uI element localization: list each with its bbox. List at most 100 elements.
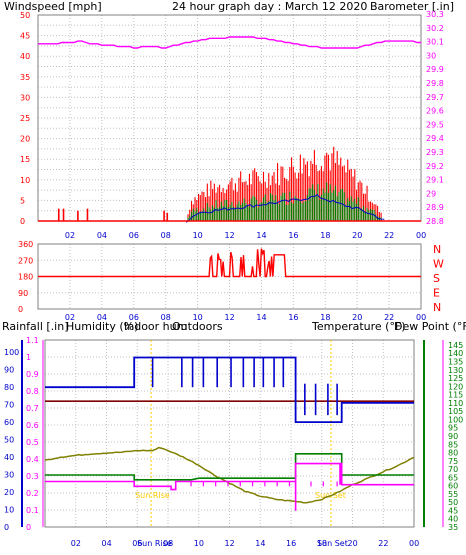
baro-tick-label: 29.4 <box>426 134 444 143</box>
temp-tick-label: 95 <box>448 424 458 433</box>
x-tick-label: 04 <box>97 231 107 240</box>
rain-tick-label: 0.9 <box>26 370 39 379</box>
plot-frame <box>44 339 415 528</box>
temp-tick-label: 85 <box>448 440 458 449</box>
avg-wind-line <box>186 194 385 223</box>
sun-label: Sun Rise <box>135 491 170 500</box>
temp-tick-label: 105 <box>448 407 463 416</box>
wind-tick-label: 15 <box>20 155 30 164</box>
x-tick-label: 20 <box>348 539 358 548</box>
x-tick-label: 04 <box>102 539 112 548</box>
rain-tick-label: 0.4 <box>26 455 39 464</box>
graph-title: 24 hour graph day : March 12 2020 <box>172 0 367 13</box>
x-tick-label: 14 <box>256 231 266 240</box>
temp-tick-label: 145 <box>448 341 463 350</box>
humidity-tick-label: 50 <box>4 436 14 445</box>
x-tick-label: 20 <box>352 313 362 322</box>
x-tick-label: 06 <box>132 539 142 548</box>
humidity-tick-label: 80 <box>4 383 14 392</box>
temp-tick-label: 130 <box>448 366 463 375</box>
wind-tick-label: 30 <box>20 93 30 102</box>
x-tick-label: 00 <box>416 313 426 322</box>
rain-tick-label: 0.1 <box>26 506 39 515</box>
compass-label: E <box>433 287 440 300</box>
wind-tick-label: 20 <box>20 135 30 144</box>
temp-tick-label: 55 <box>448 490 458 499</box>
barometer-title: Barometer [.in] <box>370 0 454 13</box>
compass-label: W <box>433 258 444 271</box>
humidity-tick-label: 10 <box>4 506 14 515</box>
x-tick-label: 16 <box>288 231 298 240</box>
x-tick-label: 14 <box>255 539 265 548</box>
x-tick-label: 08 <box>163 539 173 548</box>
temp-tick-label: 140 <box>448 349 463 358</box>
x-tick-label: 12 <box>225 539 235 548</box>
rain-tick-label: 1.1 <box>26 336 39 345</box>
dir-tick-label: 270 <box>18 256 33 265</box>
baro-tick-label: 28.9 <box>426 203 444 212</box>
temp-tick-label: 70 <box>448 465 458 474</box>
baro-tick-label: 29.3 <box>426 148 444 157</box>
baro-tick-label: 30 <box>426 51 436 60</box>
x-tick-label: 14 <box>256 313 266 322</box>
climate-panel: 0 0.1 0.2 0.3 0.4 0.5 0.6 0.7 0.8 0.9 1 1.1 0 10 20 30 4… <box>4 336 463 548</box>
temp-tick-label: 125 <box>448 374 463 383</box>
rain-tick-label: 0.3 <box>26 472 39 481</box>
baro-tick-label: 30.2 <box>426 24 444 33</box>
wind-tick-label: 50 <box>20 11 30 20</box>
baro-tick-label: 29.8 <box>426 79 444 88</box>
rain-tick-label: 0.2 <box>26 489 39 498</box>
temp-tick-label: 115 <box>448 391 463 400</box>
baro-tick-label: 30.1 <box>426 38 444 47</box>
x-tick-label: 00 <box>409 539 419 548</box>
rain-tick-label: 0.8 <box>26 387 39 396</box>
dewpoint-line <box>45 462 414 491</box>
dewpoint-label: Dew Point (°F) <box>394 320 466 333</box>
temp-tick-label: 50 <box>448 498 458 507</box>
temp-tick-label: 90 <box>448 432 458 441</box>
x-tick-label: 02 <box>65 231 75 240</box>
x-tick-label: 16 <box>286 539 296 548</box>
humidity-tick-label: 100 <box>4 348 19 357</box>
baro-tick-label: 29.1 <box>426 176 444 185</box>
x-tick-label: 18 <box>320 313 330 322</box>
sun-axis-label: Sun Rise <box>137 539 172 548</box>
wind-tick-label: 10 <box>20 176 30 185</box>
baro-tick-label: 29.9 <box>426 65 444 74</box>
x-tick-label: 02 <box>65 313 75 322</box>
x-tick-label: 18 <box>320 231 330 240</box>
baro-tick-label: 29.2 <box>426 162 444 171</box>
wind-tick-label: 5 <box>20 196 25 205</box>
x-tick-label: 12 <box>225 313 235 322</box>
wind-tick-label: 35 <box>20 73 30 82</box>
x-tick-label: 04 <box>97 313 107 322</box>
temp-tick-label: 35 <box>448 523 458 532</box>
x-tick-label: 12 <box>225 231 235 240</box>
temp-tick-label: 100 <box>448 415 463 424</box>
rain-tick-label: 1 <box>26 353 31 362</box>
x-tick-label: 22 <box>378 539 388 548</box>
dir-tick-label: 0 <box>18 305 23 314</box>
humidity-tick-label: 0 <box>4 523 9 532</box>
temp-tick-label: 75 <box>448 457 458 466</box>
sun-axis-label: Sun Set <box>317 539 348 548</box>
humidity-tick-label: 70 <box>4 401 14 410</box>
x-tick-label: 20 <box>352 231 362 240</box>
baro-tick-label: 28.8 <box>426 217 444 226</box>
indoor-hum-label: Indoor hum <box>124 320 187 333</box>
x-tick-label: 02 <box>71 539 81 548</box>
x-tick-label: 00 <box>416 231 426 240</box>
compass-label: N <box>433 243 441 256</box>
humidity-tick-label: 90 <box>4 366 14 375</box>
temp-tick-label: 110 <box>448 399 463 408</box>
compass-label: N <box>433 301 441 314</box>
rain-tick-label: 0.5 <box>26 438 39 447</box>
x-tick-label: 16 <box>288 313 298 322</box>
humidity-tick-label: 60 <box>4 418 14 427</box>
dir-tick-label: 180 <box>18 273 33 282</box>
x-tick-label: 10 <box>193 231 203 240</box>
temp-tick-label: 80 <box>448 449 458 458</box>
wind-tick-label: 45 <box>20 32 30 41</box>
